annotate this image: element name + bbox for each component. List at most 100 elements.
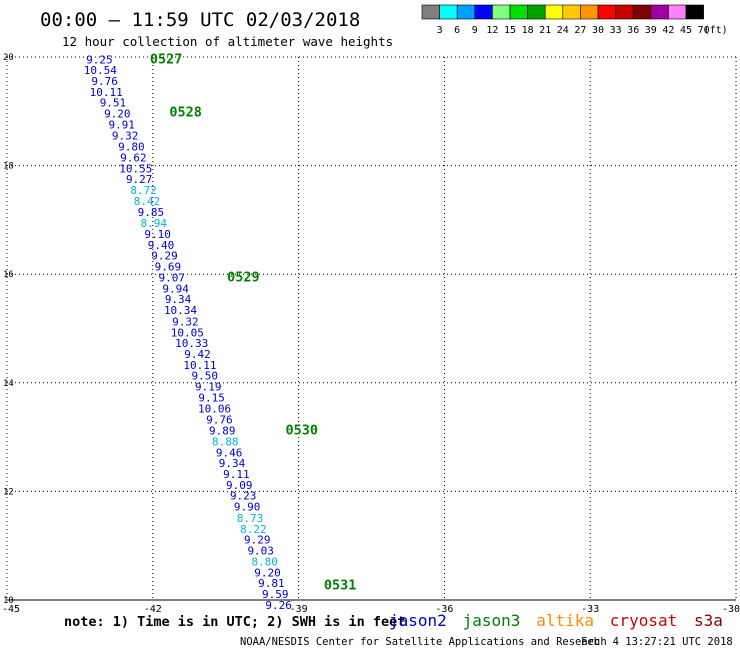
swh-value-label: 9.46 xyxy=(216,446,243,459)
x-tick-label: -33 xyxy=(581,604,599,615)
swh-value-label: 10.06 xyxy=(198,402,231,415)
x-tick-label: -39 xyxy=(290,604,308,615)
swh-value-label: 9.50 xyxy=(192,370,219,383)
swh-value-label: 8.94 xyxy=(141,217,168,230)
satellite-legend-entry: s3a xyxy=(694,611,723,630)
swh-value-label: 9.51 xyxy=(100,97,127,110)
colorbar-swatch xyxy=(474,4,493,20)
swh-value-label: 9.23 xyxy=(230,490,257,503)
x-tick-label: -36 xyxy=(435,604,453,615)
colorbar-tick-label: 3 xyxy=(437,25,443,36)
y-tick-label: 12 xyxy=(3,487,14,497)
colorbar-swatch xyxy=(492,4,511,20)
swh-value-label: 9.81 xyxy=(258,577,285,590)
x-tick-label: -45 xyxy=(2,604,20,615)
swh-value-label: 9.29 xyxy=(244,534,271,547)
swh-value-label: 9.76 xyxy=(206,414,233,427)
y-tick-label: 20 xyxy=(3,53,14,63)
swh-value-label: 9.59 xyxy=(262,588,289,601)
swh-value-label: 10.34 xyxy=(164,304,197,317)
colorbar-tick-label: 24 xyxy=(557,25,569,36)
swh-value-label: 10.55 xyxy=(119,162,152,175)
swh-value-label: 9.25 xyxy=(86,54,113,67)
chart-title: 00:00 — 11:59 UTC 02/03/2018 xyxy=(40,9,360,31)
footer-note: note: 1) Time is in UTC; 2) SWH is in fe… xyxy=(64,614,405,630)
swh-value-label: 10.11 xyxy=(90,86,123,99)
colorbar-tick-label: 30 xyxy=(592,25,604,36)
colorbar-tick-label: 9 xyxy=(472,25,478,36)
colorbar-swatch xyxy=(632,4,652,20)
colorbar-swatch xyxy=(527,4,546,20)
swh-value-label: 9.34 xyxy=(165,293,192,306)
plot-grid xyxy=(6,56,737,601)
colorbar-swatch xyxy=(439,4,458,20)
satellite-legend-entry: jason2 xyxy=(389,611,447,630)
colorbar-swatch xyxy=(685,4,704,20)
satellite-legend: jason2 jason3 altika cryosat s3a xyxy=(389,611,723,630)
swh-value-label: 9.62 xyxy=(120,151,147,164)
colorbar-swatch xyxy=(544,4,564,20)
swh-value-label: 9.20 xyxy=(104,107,131,120)
colorbar-swatch xyxy=(615,4,634,20)
axis-tick-labels: -45 -42 -39 -36 -33 -30 10 12 14 16 18 20 xyxy=(2,53,740,615)
swh-value-label: 9.40 xyxy=(148,239,175,252)
colorbar-tick-label: 6 xyxy=(454,25,460,36)
colorbar-tick-label: 12 xyxy=(486,25,498,36)
time-label: 0528 xyxy=(169,104,202,120)
colorbar-swatch xyxy=(580,4,599,20)
colorbar-tick-label: 33 xyxy=(610,25,622,36)
colorbar-tick-label: 18 xyxy=(522,25,534,36)
colorbar-swatch xyxy=(456,4,476,20)
chart-subtitle: 12 hour collection of altimeter wave hei… xyxy=(62,34,393,49)
footer-timestamp: Feb 4 13:27:21 UTC 2018 xyxy=(581,636,733,648)
color-scale-legend: 3 6 9 12 15 18 21 24 27 30 33 36 39 42 45 70(ft) xyxy=(421,4,728,36)
time-labels: 0527 0528 0529 0530 0531 xyxy=(150,52,357,594)
swh-value-label: 10.05 xyxy=(171,326,204,339)
swh-value-label: 9.10 xyxy=(144,228,171,241)
swh-value-label: 9.34 xyxy=(219,457,246,470)
swh-value-label: 9.32 xyxy=(112,130,139,143)
colorbar-tick-label: 42 xyxy=(662,25,674,36)
colorbar-swatch xyxy=(668,4,687,20)
swh-value-label: 9.91 xyxy=(108,118,135,131)
satellite-legend-entry: cryosat xyxy=(610,611,677,630)
colorbar-tick-label: 39 xyxy=(645,25,657,36)
colorbar-tick-label: 45 xyxy=(680,25,692,36)
time-label: 0530 xyxy=(285,422,318,438)
time-label: 0529 xyxy=(227,269,260,285)
wave-height-series: 9.2510.549.7610.119.519.209.919.329.809.… xyxy=(84,54,292,612)
colorbar-swatch xyxy=(421,4,440,20)
swh-value-label: 9.29 xyxy=(151,250,178,263)
colorbar-tick-label: 15 xyxy=(504,25,516,36)
colorbar-swatch xyxy=(509,4,528,20)
swh-value-label: 9.20 xyxy=(254,566,281,579)
swh-value-label: 8.73 xyxy=(237,512,264,525)
swh-value-label: 9.03 xyxy=(247,545,274,558)
swh-value-label: 9.19 xyxy=(195,381,222,394)
swh-value-label: 8.42 xyxy=(134,195,161,208)
swh-value-label: 9.15 xyxy=(198,391,225,404)
colorbar-tick-label: 21 xyxy=(539,25,551,36)
swh-value-label: 9.42 xyxy=(184,348,211,361)
swh-value-label: 8.22 xyxy=(240,523,267,536)
y-tick-label: 10 xyxy=(3,596,14,606)
y-tick-label: 14 xyxy=(3,379,14,389)
colorbar-swatch xyxy=(650,4,669,20)
swh-value-label: 10.33 xyxy=(175,337,208,350)
satellite-legend-entry: jason3 xyxy=(463,611,521,630)
colorbar-swatch xyxy=(562,4,581,20)
x-tick-label: -30 xyxy=(722,604,740,615)
swh-value-label: 9.76 xyxy=(91,75,118,88)
swh-value-label: 9.26 xyxy=(265,599,292,612)
y-tick-label: 16 xyxy=(3,270,14,280)
colorbar-unit: (ft) xyxy=(704,25,728,36)
swh-value-label: 8.88 xyxy=(212,435,239,448)
x-tick-label: -42 xyxy=(144,604,162,615)
swh-value-label: 8.72 xyxy=(130,184,157,197)
swh-value-label: 9.94 xyxy=(162,282,189,295)
colorbar-tick-label: 70 xyxy=(698,25,710,36)
swh-value-label: 10.11 xyxy=(183,359,216,372)
swh-value-label: 9.80 xyxy=(118,141,145,154)
